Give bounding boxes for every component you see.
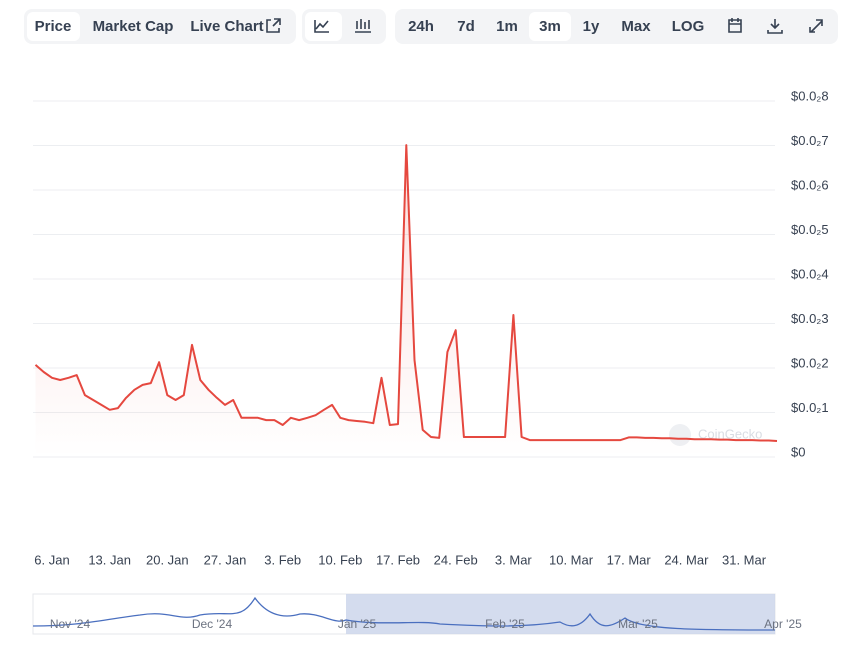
line-icon[interactable] xyxy=(314,20,329,33)
y-tick-label: $0.0₂2 xyxy=(791,355,829,370)
range-tab[interactable]: LOG xyxy=(672,18,705,35)
navigator-label: Jan '25 xyxy=(338,617,377,631)
x-tick-label: 20. Jan xyxy=(146,552,189,567)
x-tick-label: 27. Jan xyxy=(204,552,247,567)
range-tab[interactable]: 24h xyxy=(408,18,434,35)
navigator-label: Feb '25 xyxy=(485,617,525,631)
x-tick-label: 3. Feb xyxy=(264,552,301,567)
price-area xyxy=(35,145,777,457)
view-tabs xyxy=(24,9,296,44)
x-tick-label: 13. Jan xyxy=(88,552,131,567)
range-tab[interactable]: 7d xyxy=(457,18,475,35)
navigator-label: Dec '24 xyxy=(192,617,233,631)
active-range xyxy=(529,12,571,41)
range-tab[interactable]: 3m xyxy=(539,18,561,35)
watermark: CoinGecko xyxy=(698,426,762,441)
view-tab[interactable]: Live Chart xyxy=(190,18,263,35)
navigator-selection[interactable] xyxy=(346,594,775,634)
y-tick-label: $0.0₂6 xyxy=(791,177,829,192)
x-tick-label: 31. Mar xyxy=(722,552,767,567)
x-tick-label: 10. Feb xyxy=(318,552,362,567)
range-tabs xyxy=(395,9,838,44)
x-tick-label: 17. Feb xyxy=(376,552,420,567)
x-tick-label: 17. Mar xyxy=(607,552,652,567)
x-tick-label: 24. Feb xyxy=(434,552,478,567)
x-tick-label: 3. Mar xyxy=(495,552,533,567)
x-tick-label: 24. Mar xyxy=(664,552,709,567)
y-tick-label: $0 xyxy=(791,444,805,459)
y-tick-label: $0.0₂8 xyxy=(791,88,829,103)
navigator-line xyxy=(32,596,776,631)
y-tick-label: $0.0₂7 xyxy=(791,133,829,148)
x-tick-label: 10. Mar xyxy=(549,552,594,567)
navigator-label: Apr '25 xyxy=(764,617,802,631)
fullscreen-icon[interactable] xyxy=(809,19,823,33)
y-tick-label: $0.0₂4 xyxy=(791,266,829,281)
navigator-label: Mar '25 xyxy=(618,617,658,631)
download-icon[interactable] xyxy=(767,19,783,34)
range-tab[interactable]: Max xyxy=(621,18,651,35)
range-tab[interactable]: 1m xyxy=(496,18,518,35)
active-tab xyxy=(27,12,80,41)
view-tab[interactable]: Market Cap xyxy=(93,18,174,35)
x-tick-label: 6. Jan xyxy=(34,552,69,567)
candle-icon[interactable] xyxy=(355,19,371,33)
price-line xyxy=(34,144,778,442)
y-tick-label: $0.0₂3 xyxy=(791,311,829,326)
navigator-label: Nov '24 xyxy=(50,617,91,631)
calendar-icon[interactable] xyxy=(728,18,742,33)
view-tab[interactable]: Price xyxy=(35,18,72,35)
range-tab[interactable]: 1y xyxy=(583,18,600,35)
external-icon xyxy=(266,18,281,33)
y-tick-label: $0.0₂1 xyxy=(791,400,829,415)
y-tick-label: $0.0₂5 xyxy=(791,222,829,237)
